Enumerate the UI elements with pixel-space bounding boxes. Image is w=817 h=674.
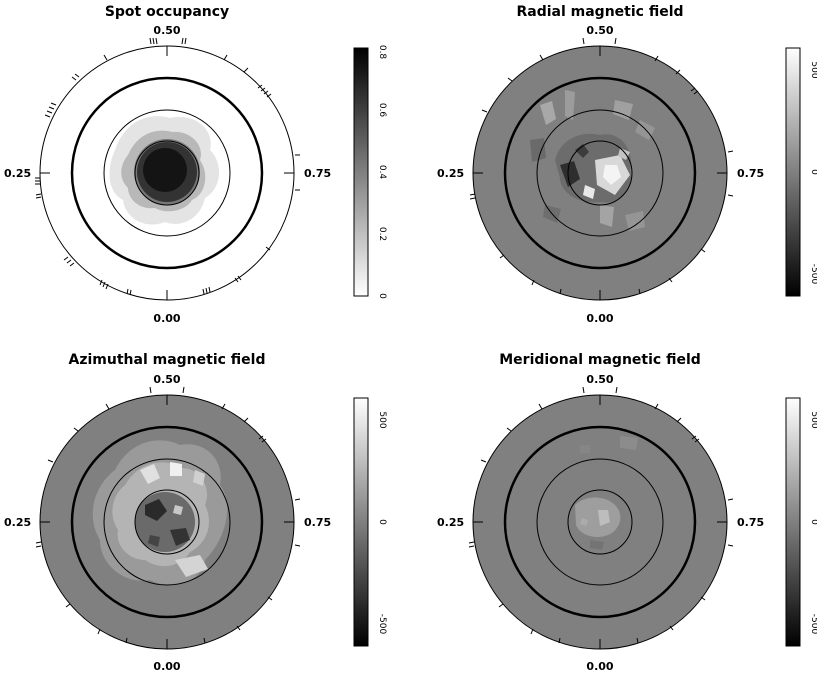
latitude-circle <box>103 458 231 586</box>
colorbar-tick-label: 0 <box>377 519 387 525</box>
panel-azimuthal-magnetic-field: Azimuthal magnetic field <box>4 352 387 673</box>
latitude-circle <box>536 109 664 237</box>
phase-ticks <box>40 395 294 649</box>
latitude-circle <box>567 489 633 555</box>
observation-phase-marks <box>35 386 301 644</box>
field-map <box>575 436 638 550</box>
phase-label-bottom: 0.00 <box>586 312 613 325</box>
phase-label-left: 0.25 <box>437 516 464 529</box>
phase-label-bottom: 0.00 <box>153 312 180 325</box>
colorbar: -500 0 500 <box>785 47 817 297</box>
latitude-circle <box>70 76 264 270</box>
spot-map <box>109 116 220 225</box>
colorbar-tick-label: 500 <box>809 411 817 428</box>
phase-label-top: 0.50 <box>586 373 613 386</box>
phase-label-left: 0.25 <box>4 516 31 529</box>
phase-ticks <box>40 46 294 300</box>
colorbar-tick-label: 0.6 <box>377 103 387 118</box>
panel-meridional-magnetic-field: Meridional magnetic field 0.50 <box>437 352 817 673</box>
panel-title: Spot occupancy <box>105 4 229 20</box>
latitude-circle <box>503 76 697 270</box>
panel-spot-occupancy: Spot occupancy <box>4 4 387 325</box>
colorbar-tick-label: 0.8 <box>377 45 387 60</box>
latitude-circle <box>567 140 633 206</box>
colorbar: 0 0.2 0.4 0.6 0.8 <box>353 45 387 299</box>
observation-phase-marks <box>35 37 300 296</box>
colorbar-tick-label: -500 <box>809 614 817 635</box>
colorbar-tick-label: 0 <box>809 169 817 175</box>
colorbar: -500 0 500 <box>785 397 817 647</box>
colorbar-tick-label: 500 <box>809 61 817 78</box>
latitude-circle <box>70 425 264 619</box>
phase-label-top: 0.50 <box>586 24 613 37</box>
field-map <box>92 440 228 585</box>
latitude-circle <box>134 489 200 555</box>
phase-label-top: 0.50 <box>153 24 180 37</box>
colorbar: -500 0 500 <box>353 397 387 647</box>
panel-title: Meridional magnetic field <box>499 352 701 368</box>
colorbar-scale <box>785 47 801 297</box>
phase-label-bottom: 0.00 <box>586 660 613 673</box>
panel-radial-magnetic-field: Radial magnetic field <box>437 4 817 325</box>
colorbar-tick-label: -500 <box>377 614 387 635</box>
phase-label-right: 0.75 <box>737 167 764 180</box>
phase-label-right: 0.75 <box>304 167 331 180</box>
observation-phase-marks <box>468 386 734 644</box>
phase-ticks <box>473 395 727 649</box>
panel-title: Radial magnetic field <box>516 4 683 20</box>
panel-title: Azimuthal magnetic field <box>69 352 266 368</box>
observation-phase-marks <box>469 37 734 295</box>
latitude-circle <box>536 458 664 586</box>
colorbar-tick-label: 0 <box>809 519 817 525</box>
phase-label-top: 0.50 <box>153 373 180 386</box>
latitude-circle <box>503 425 697 619</box>
colorbar-scale <box>785 397 801 647</box>
latitude-circle <box>134 140 200 206</box>
latitude-circle <box>103 109 231 237</box>
phase-label-right: 0.75 <box>737 516 764 529</box>
phase-label-right: 0.75 <box>304 516 331 529</box>
colorbar-tick-label: 0 <box>377 293 387 299</box>
colorbar-tick-label: 500 <box>377 411 387 428</box>
colorbar-tick-label: -500 <box>809 264 817 285</box>
colorbar-scale <box>353 47 369 297</box>
colorbar-tick-label: 0.2 <box>377 227 387 241</box>
colorbar-scale <box>353 397 369 647</box>
phase-label-left: 0.25 <box>437 167 464 180</box>
colorbar-tick-label: 0.4 <box>377 165 387 180</box>
phase-label-left: 0.25 <box>4 167 31 180</box>
phase-label-bottom: 0.00 <box>153 660 180 673</box>
phase-ticks <box>473 46 727 300</box>
